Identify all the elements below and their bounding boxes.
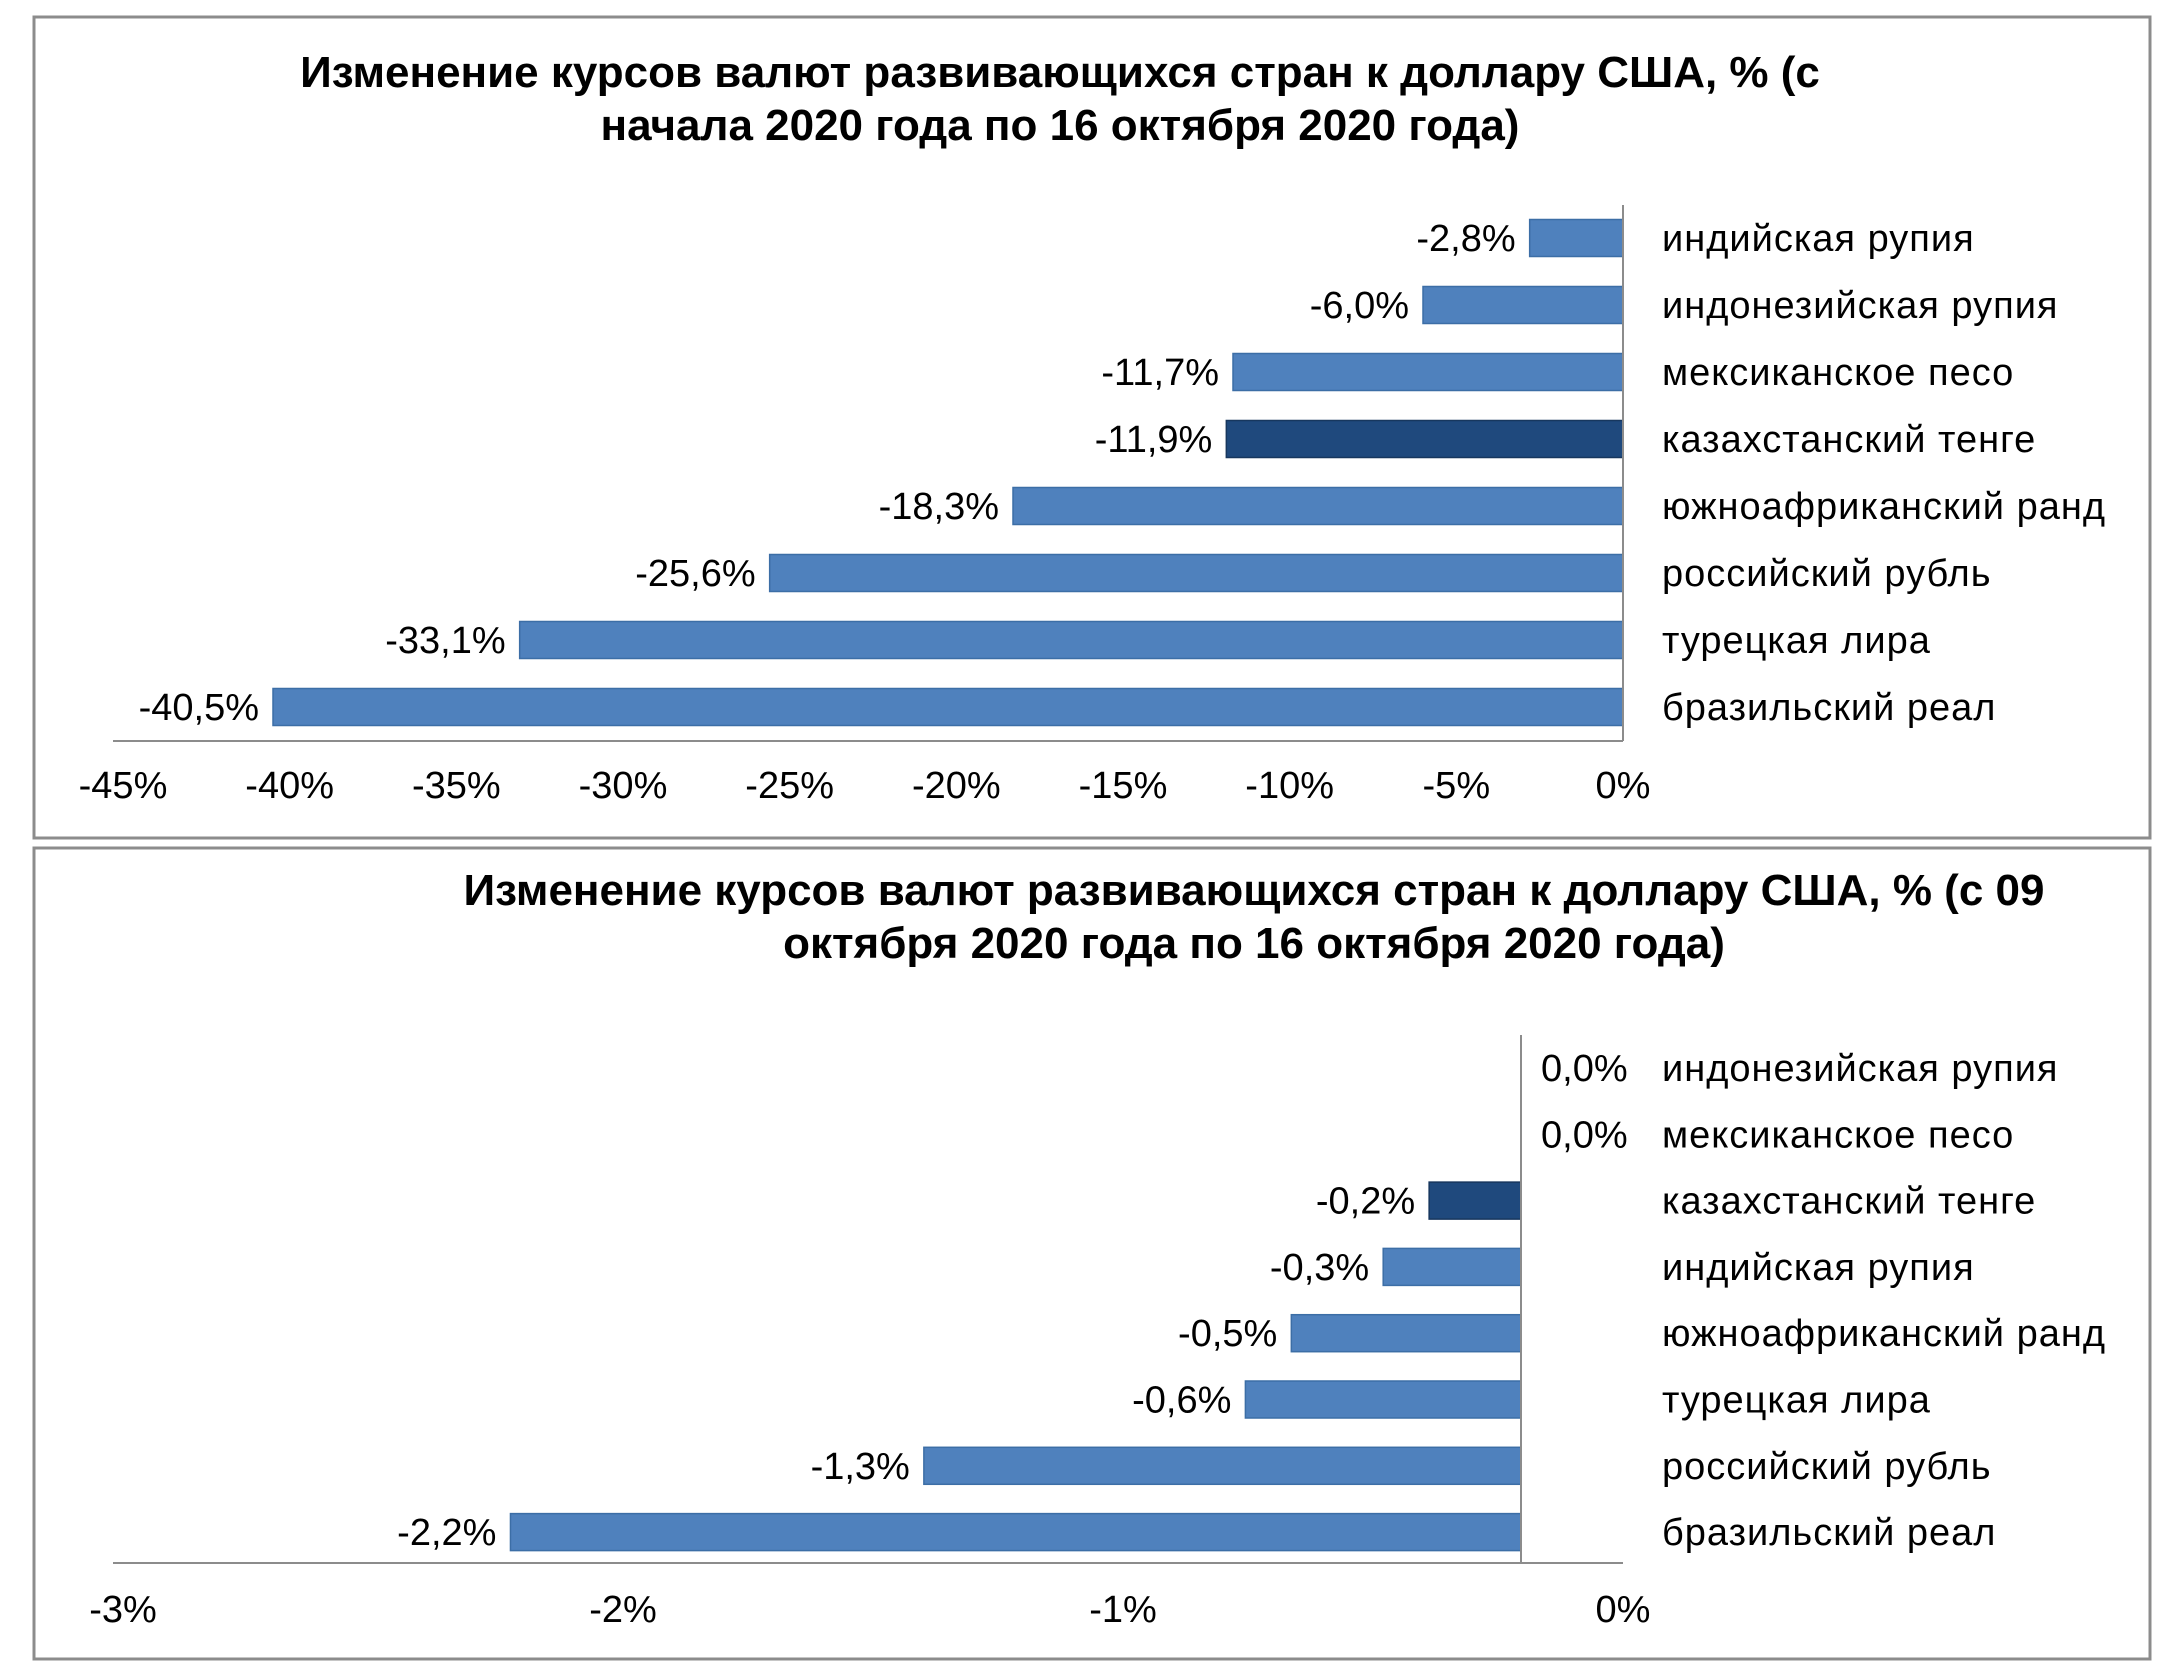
data-label: -40,5%: [139, 687, 259, 729]
chart-week: Изменение курсов валют развивающихся стр…: [32, 846, 2152, 1661]
x-tick-label: -30%: [579, 765, 668, 807]
bar: [1244, 1380, 1522, 1419]
x-tick-label: -15%: [1079, 765, 1168, 807]
data-label: -0,2%: [1316, 1181, 1415, 1223]
x-tick-label: -20%: [912, 765, 1001, 807]
category-label: турецкая лира: [1662, 1380, 1931, 1422]
x-tick-label: -25%: [745, 765, 834, 807]
data-label: -2,2%: [397, 1512, 496, 1554]
bar: [272, 687, 1624, 727]
data-label: 0,0%: [1541, 1048, 1628, 1090]
x-tick-label: 0%: [1596, 765, 1651, 807]
x-tick-label: -10%: [1245, 765, 1334, 807]
bar-group: -2,8% индийская рупия -6,0% индонезийская р…: [139, 218, 2106, 729]
category-label: индийская рупия: [1662, 218, 1975, 260]
data-label: -11,7%: [1101, 352, 1219, 394]
data-label: -1,3%: [811, 1446, 910, 1488]
category-label: мексиканское песо: [1662, 1114, 2014, 1156]
bar-group: 0,0% индонезийская рупия 0,0% мексиканское …: [397, 1048, 2106, 1554]
chart-ytd: Изменение курсов валют развивающихся стр…: [32, 15, 2152, 840]
category-label: южноафриканский ранд: [1662, 486, 2106, 528]
category-label: индонезийская рупия: [1662, 285, 2059, 327]
data-label: -2,8%: [1416, 218, 1515, 260]
bar: [1422, 285, 1624, 325]
category-label: индонезийская рупия: [1662, 1048, 2059, 1090]
category-label: мексиканское песо: [1662, 352, 2014, 394]
bar: [1382, 1247, 1522, 1287]
x-tick-label: -2%: [589, 1589, 657, 1631]
bar: [1428, 1181, 1522, 1220]
chart-title-line-1: Изменение курсов валют развивающихся стр…: [300, 48, 1820, 97]
data-label: -11,9%: [1095, 419, 1213, 461]
axes: -3% -2% -1% 0%: [89, 1035, 1650, 1631]
chart-title-line-2: октября 2020 года по 16 октября 2020 год…: [783, 919, 1725, 968]
category-label: российский рубль: [1662, 553, 1992, 595]
data-label: 0,0%: [1541, 1114, 1628, 1156]
category-label: бразильский реал: [1662, 687, 1996, 729]
chart-frame: [32, 846, 2152, 1661]
category-label: южноафриканский ранд: [1662, 1313, 2106, 1355]
x-tick-label: -35%: [412, 765, 501, 807]
bar: [1012, 486, 1624, 526]
category-label: казахстанский тенге: [1662, 419, 2036, 461]
axes: -45% -40% -35% -30% -25% -20% -15% -10% -5% 0%: [79, 205, 1651, 807]
data-label: -33,1%: [385, 620, 505, 662]
data-label: -18,3%: [879, 486, 999, 528]
data-label: -0,5%: [1178, 1313, 1277, 1355]
bar: [1528, 218, 1624, 258]
category-label: турецкая лира: [1662, 620, 1931, 662]
x-tick-label: -1%: [1089, 1589, 1157, 1631]
data-label: -6,0%: [1310, 285, 1409, 327]
bar: [768, 553, 1624, 593]
data-label: -0,6%: [1132, 1380, 1231, 1422]
data-label: -25,6%: [635, 553, 755, 595]
x-tick-label: -40%: [245, 765, 334, 807]
chart-title-line-2: начала 2020 года по 16 октября 2020 года…: [601, 101, 1520, 150]
category-label: бразильский реал: [1662, 1512, 1996, 1554]
bar: [1225, 419, 1624, 459]
x-tick-label: 0%: [1596, 1589, 1651, 1631]
category-label: российский рубль: [1662, 1446, 1992, 1488]
bar: [518, 620, 1624, 660]
bar: [509, 1512, 1522, 1552]
x-tick-label: -5%: [1423, 765, 1491, 807]
category-label: индийская рупия: [1662, 1247, 1975, 1289]
chart-title-line-1: Изменение курсов валют развивающихся стр…: [464, 866, 2045, 915]
bar: [1290, 1313, 1522, 1353]
x-tick-label: -45%: [79, 765, 168, 807]
data-label: -0,3%: [1270, 1247, 1369, 1289]
bar: [923, 1446, 1522, 1486]
bar: [1232, 352, 1624, 392]
category-label: казахстанский тенге: [1662, 1181, 2036, 1223]
x-tick-label: -3%: [89, 1589, 157, 1631]
